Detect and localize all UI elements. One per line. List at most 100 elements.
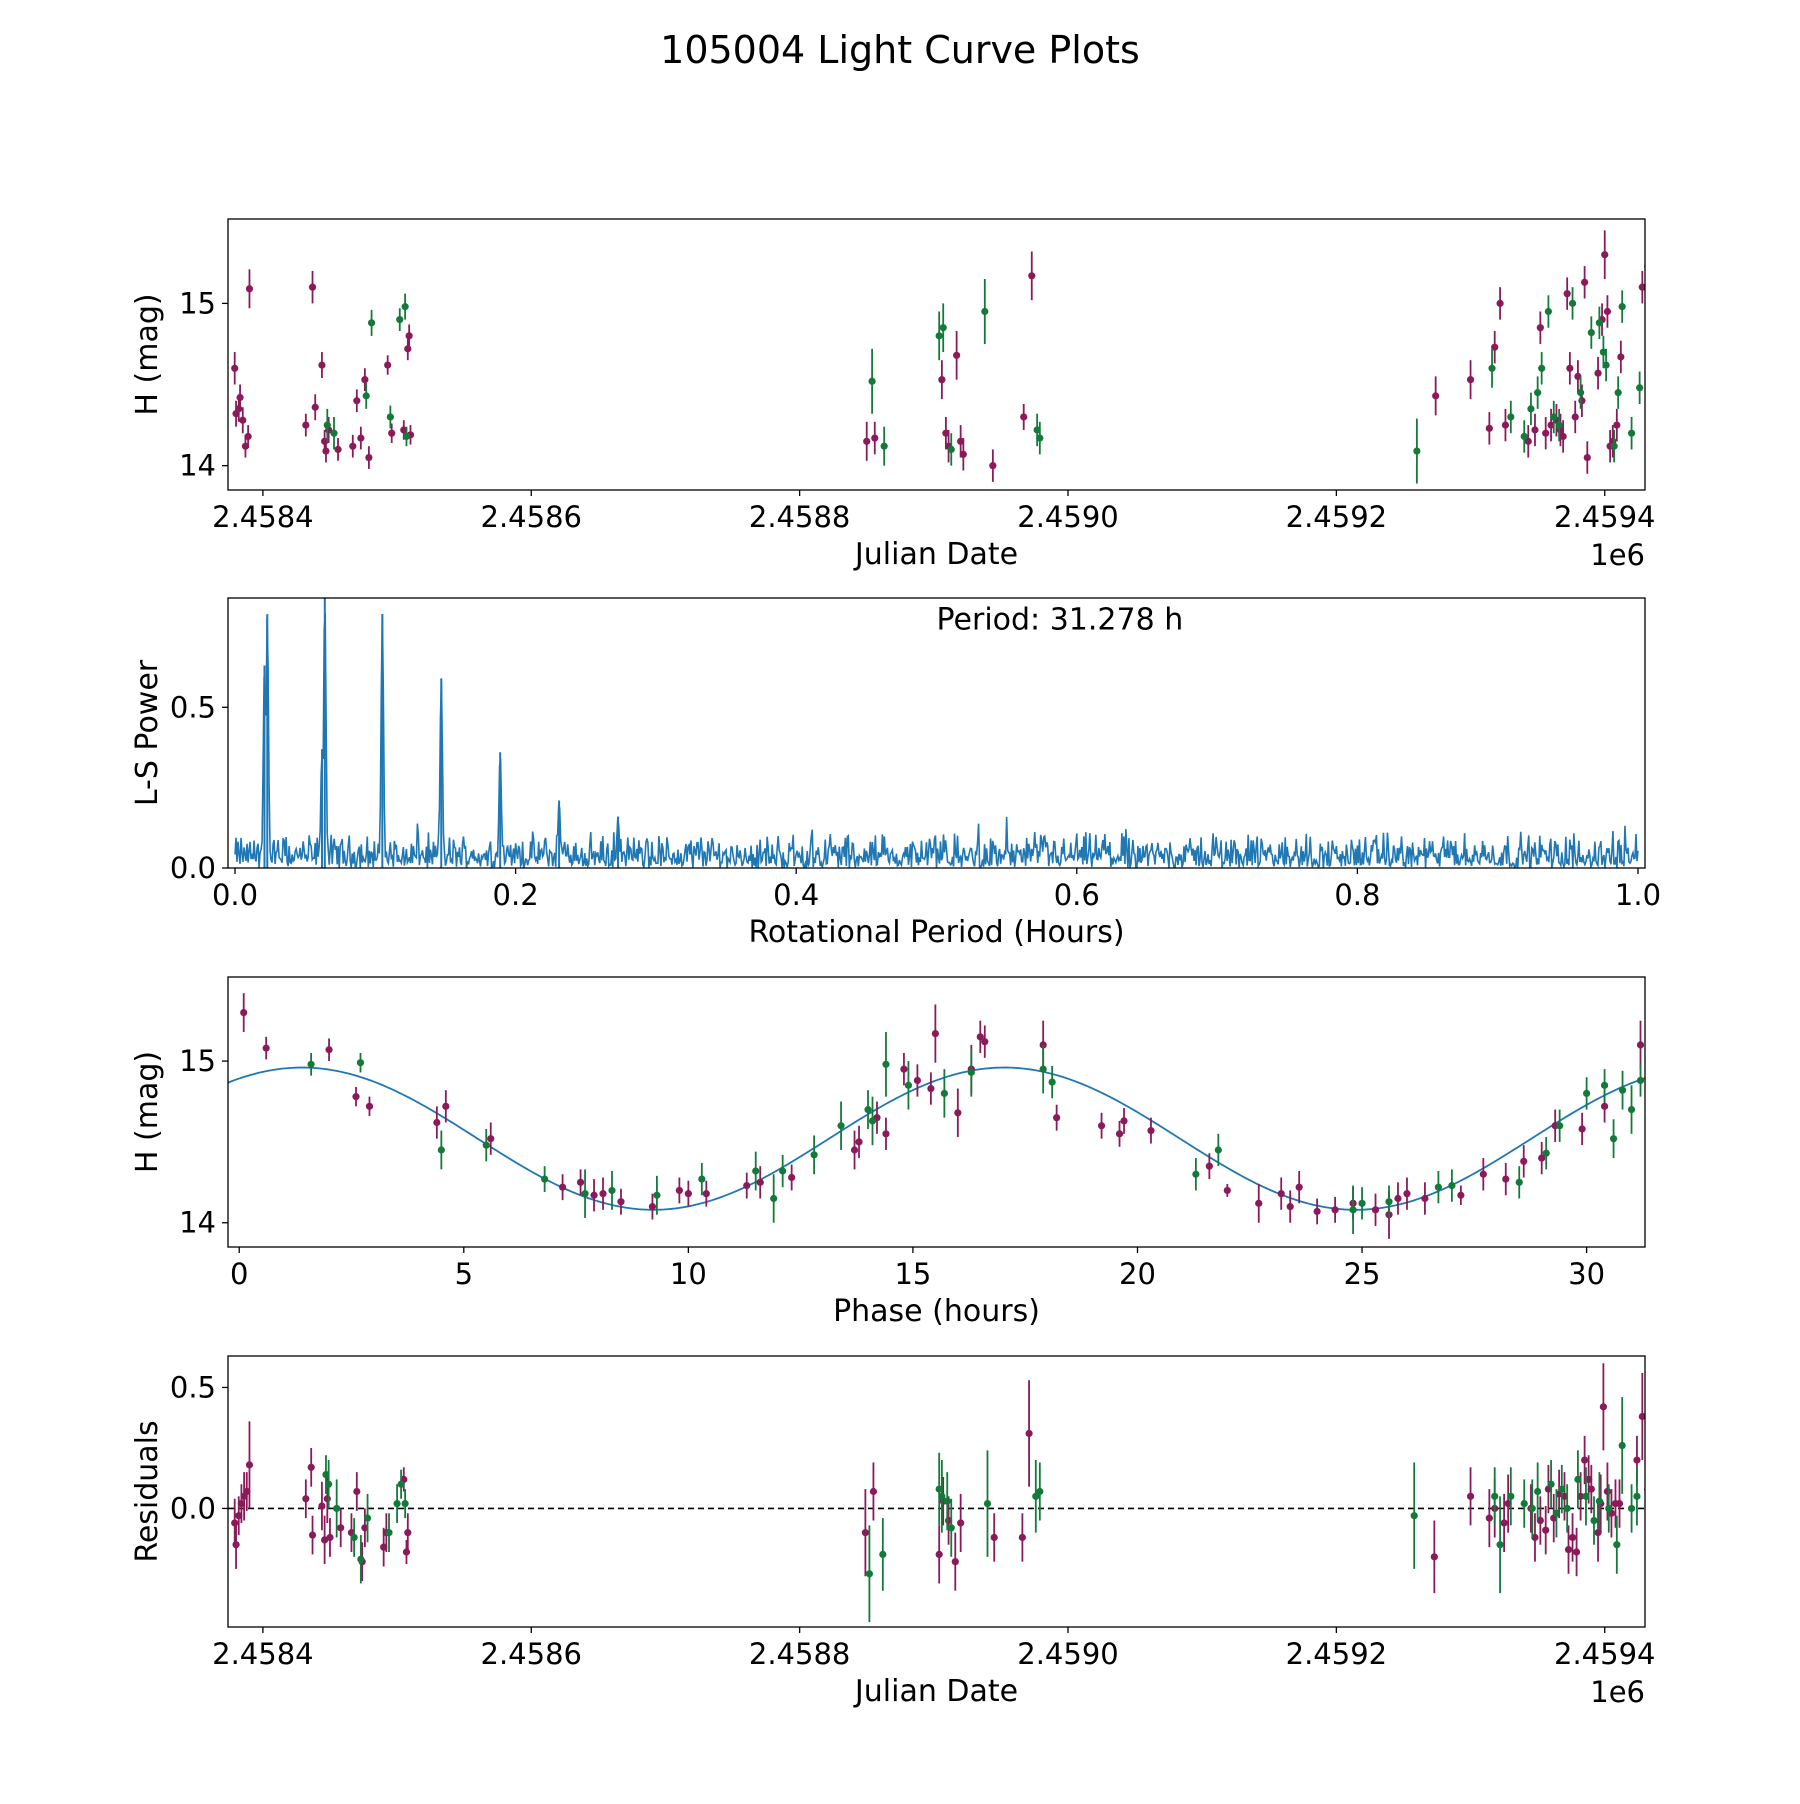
- marker: [1556, 1122, 1564, 1130]
- data-point-purple: [788, 1164, 796, 1191]
- marker: [947, 1524, 955, 1532]
- x-tick-label: 0.0: [212, 878, 258, 912]
- marker: [1587, 328, 1595, 337]
- marker: [1120, 1117, 1128, 1125]
- marker: [1578, 1125, 1586, 1133]
- marker: [1485, 424, 1493, 432]
- marker: [318, 1502, 326, 1510]
- data-point-purple: [353, 389, 361, 413]
- data-point-purple: [1018, 1513, 1026, 1562]
- data-point-green: [947, 433, 955, 466]
- data-point-green: [1609, 1119, 1618, 1159]
- marker: [482, 1141, 490, 1149]
- marker: [904, 1081, 913, 1089]
- data-point-purple: [1613, 408, 1621, 442]
- data-point-purple: [953, 330, 961, 380]
- marker: [1501, 421, 1510, 429]
- data-point-purple: [1564, 1525, 1573, 1574]
- data-point-green: [864, 1090, 872, 1129]
- data-point-purple: [1520, 1145, 1528, 1178]
- marker: [404, 1529, 412, 1537]
- data-point-purple: [487, 1122, 495, 1155]
- marker: [318, 361, 326, 369]
- marker: [325, 1046, 333, 1054]
- marker: [1466, 1492, 1475, 1500]
- data-point-purple: [702, 1180, 710, 1207]
- marker: [927, 1084, 935, 1093]
- marker: [1617, 353, 1625, 361]
- panel-residuals: 2.4584 2.4586 2.4588 2.4590 2.4592 2.4594 0.0 0…: [130, 1355, 1655, 1709]
- x-tick-label: 2.4584: [212, 500, 313, 534]
- data-point-purple: [1466, 1467, 1475, 1526]
- x-offset-label: 1e6: [1590, 538, 1645, 572]
- marker: [1581, 1456, 1589, 1464]
- data-point-green: [350, 1518, 358, 1557]
- marker: [1636, 384, 1644, 392]
- data-point-purple: [361, 368, 369, 392]
- marker: [363, 1514, 372, 1522]
- marker: [1618, 1086, 1627, 1094]
- marker: [931, 1029, 939, 1038]
- data-point-purple: [1394, 1182, 1402, 1215]
- marker: [1638, 1412, 1645, 1421]
- data-point-purple: [442, 1090, 450, 1123]
- data-point-green: [880, 426, 888, 466]
- marker: [1223, 1186, 1231, 1195]
- data-point-green: [1550, 400, 1558, 434]
- marker: [1563, 1504, 1571, 1513]
- data-point-purple: [1538, 1141, 1546, 1175]
- marker: [990, 1533, 998, 1542]
- marker: [981, 1038, 989, 1046]
- marker: [1595, 1497, 1603, 1505]
- x-tick-label: 20: [1119, 1257, 1156, 1291]
- data-point-purple: [989, 449, 997, 482]
- data-point-purple: [850, 1130, 859, 1170]
- marker: [323, 1495, 331, 1503]
- x-tick-label: 2.4594: [1554, 500, 1655, 534]
- data-point-purple: [1542, 1506, 1550, 1555]
- y-axis-label: L-S Power: [130, 659, 165, 806]
- marker: [386, 413, 394, 421]
- data-point-green: [1602, 348, 1610, 382]
- y-tick-label: 15: [179, 1044, 216, 1078]
- marker: [1609, 1135, 1618, 1143]
- marker: [1601, 251, 1609, 259]
- marker: [361, 376, 369, 384]
- data-point-green: [1636, 371, 1644, 404]
- marker: [1542, 1526, 1550, 1534]
- data-point-green: [1349, 1185, 1357, 1235]
- marker: [1603, 1487, 1612, 1496]
- data-point-purple: [1028, 251, 1036, 301]
- data-point-green: [1574, 1450, 1582, 1509]
- marker: [1500, 1519, 1508, 1527]
- data-point-purple: [675, 1177, 683, 1204]
- data-point-purple: [1531, 413, 1539, 447]
- marker: [617, 1198, 625, 1206]
- marker: [1025, 1429, 1033, 1438]
- data-point-green: [356, 1052, 365, 1073]
- marker: [337, 1524, 345, 1532]
- marker: [239, 416, 247, 424]
- marker: [959, 450, 967, 458]
- data-point-green: [1520, 420, 1528, 453]
- data-point-purple: [951, 1532, 959, 1591]
- marker: [900, 1065, 908, 1073]
- x-axis-label: Phase (hours): [833, 1294, 1040, 1329]
- marker: [1147, 1126, 1155, 1135]
- data-point-purple: [1581, 266, 1589, 299]
- marker: [868, 377, 876, 385]
- x-tick-label: 30: [1568, 1257, 1605, 1291]
- marker: [1520, 1157, 1528, 1165]
- data-point-purple: [959, 438, 967, 471]
- data-point-green: [1491, 1467, 1499, 1526]
- data-point-green: [940, 1069, 948, 1118]
- marker: [752, 1167, 760, 1175]
- marker: [648, 1202, 657, 1211]
- data-point-purple: [1578, 1112, 1586, 1146]
- marker: [1576, 389, 1585, 397]
- x-tick-label: 2.4586: [481, 1637, 582, 1671]
- marker: [850, 1146, 859, 1154]
- data-point-purple: [882, 1117, 890, 1150]
- marker: [863, 437, 871, 445]
- data-point-purple: [1466, 360, 1475, 400]
